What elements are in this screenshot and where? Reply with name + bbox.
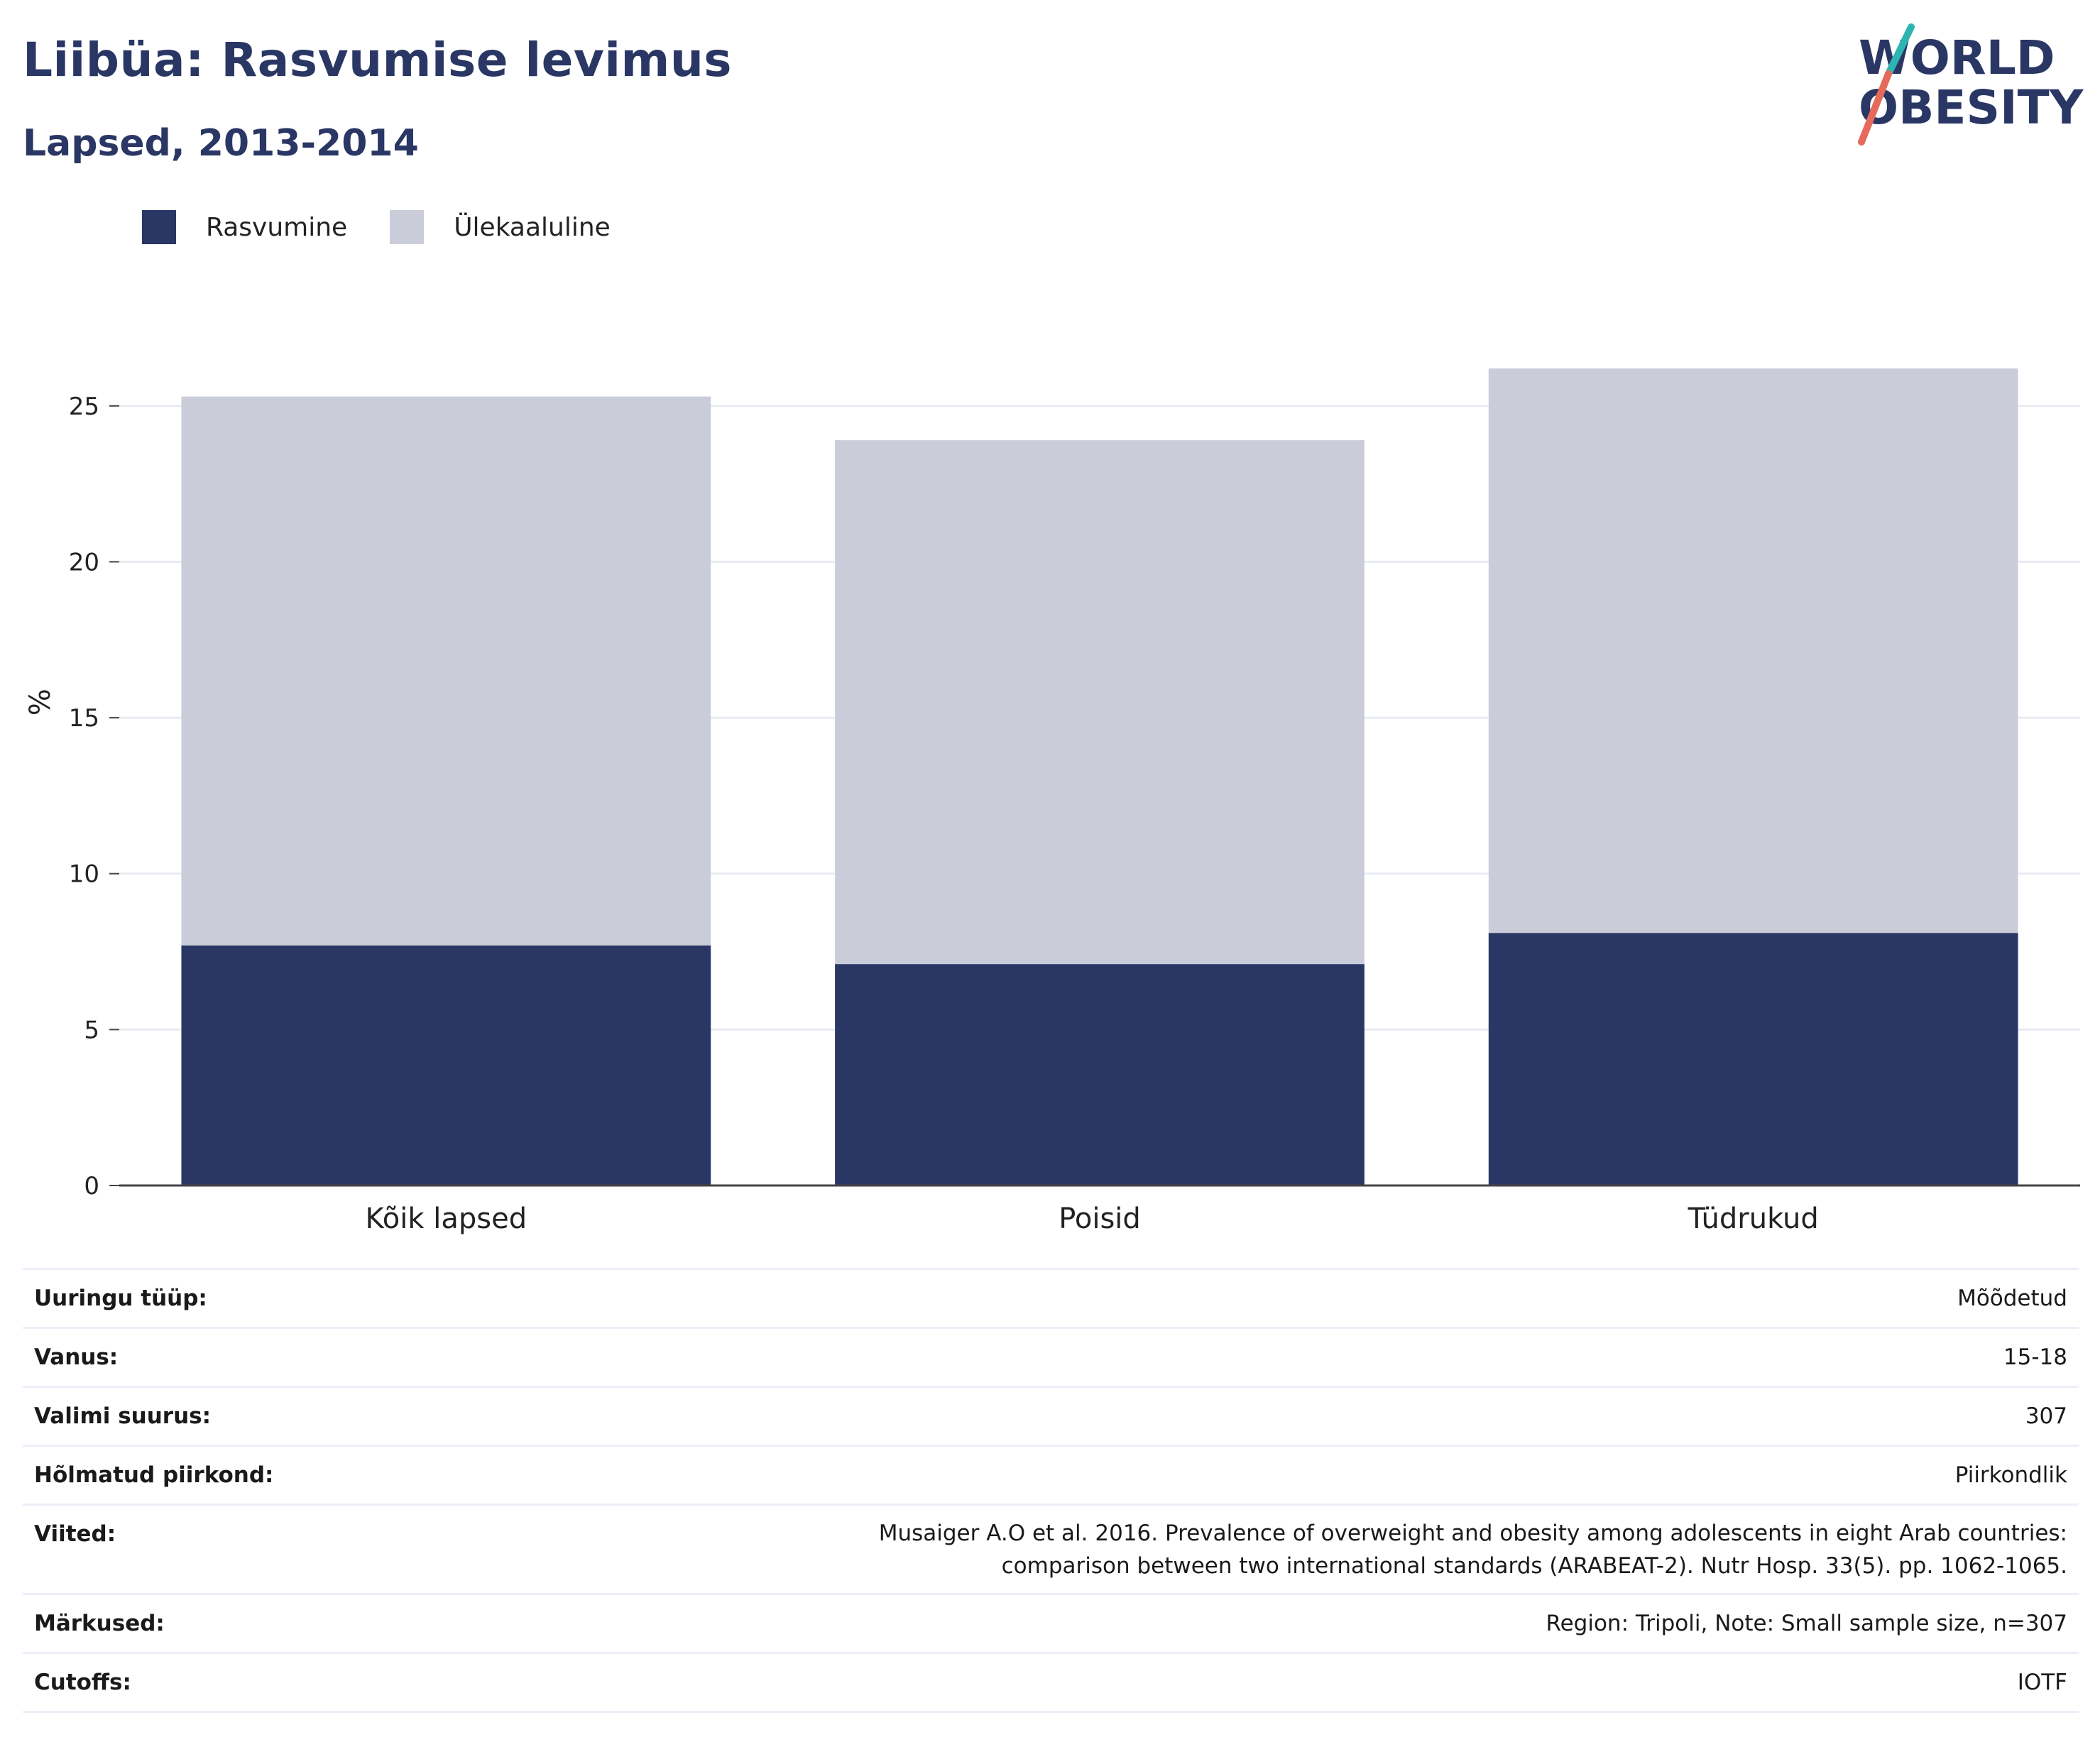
x-tick-label: Kõik lapsed [366, 1203, 527, 1235]
stacked-bar-chart: 0 5 10 15 20 25% Kõik lapsed Poisid Tüdrukud [24, 368, 2080, 1235]
info-row-cutoffs: Cutoffs: IOTF [23, 1652, 2079, 1713]
legend-label-overweight: Ülekaaluline [454, 212, 611, 242]
info-row-age: Vanus: 15-18 [23, 1327, 2079, 1387]
info-key: Hõlmatud piirkond: [23, 1445, 285, 1505]
bar-obesity-2 [1488, 933, 2018, 1185]
world-obesity-logo: WORLD OBESITY [1858, 23, 2084, 146]
bar-obesity-0 [181, 945, 711, 1185]
info-value: Mõõdetud [285, 1268, 2079, 1328]
bar-overweight-2 [1488, 368, 2018, 933]
legend-swatch-overweight [390, 210, 425, 244]
chart-legend: Rasvumine Ülekaaluline [142, 210, 653, 244]
info-value: 307 [285, 1386, 2079, 1446]
info-row-survey-type: Uuringu tüüp: Mõõdetud [23, 1268, 2079, 1328]
info-key: Viited: [23, 1504, 285, 1594]
info-value: IOTF [285, 1652, 2079, 1713]
legend-swatch-obesity [142, 210, 176, 244]
svg-text:OBESITY: OBESITY [1859, 80, 2084, 135]
info-key: Vanus: [23, 1327, 285, 1387]
y-axis-label: % [24, 689, 57, 716]
y-tick-label: 20 [69, 548, 99, 576]
y-tick-label: 25 [69, 393, 99, 421]
info-key: Cutoffs: [23, 1652, 285, 1713]
bar-overweight-1 [835, 440, 1365, 965]
info-row-coverage: Hõlmatud piirkond: Piirkondlik [23, 1445, 2079, 1505]
info-row-references: Viited: Musaiger A.O et al. 2016. Preval… [23, 1504, 2079, 1594]
info-value: Musaiger A.O et al. 2016. Prevalence of … [285, 1504, 2079, 1594]
x-tick-label: Tüdrukud [1688, 1203, 1819, 1235]
legend-item-obesity[interactable]: Rasvumine [142, 210, 347, 244]
info-row-notes: Märkused: Region: Tripoli, Note: Small s… [23, 1593, 2079, 1653]
info-key: Uuringu tüüp: [23, 1268, 285, 1328]
chart-title: Liibüa: Rasvumise levimus [23, 33, 733, 87]
info-value: Piirkondlik [285, 1445, 2079, 1505]
bar-overweight-0 [181, 396, 711, 946]
info-key: Valimi suurus: [23, 1386, 285, 1446]
bar-obesity-1 [835, 964, 1365, 1185]
y-tick-label: 10 [69, 860, 99, 889]
y-tick-label: 15 [69, 704, 99, 733]
info-value: 15-18 [285, 1327, 2079, 1387]
y-tick-label: 5 [84, 1016, 99, 1044]
legend-item-overweight[interactable]: Ülekaaluline [390, 210, 611, 244]
info-key: Märkused: [23, 1593, 285, 1653]
chart-subtitle: Lapsed, 2013-2014 [23, 122, 419, 165]
legend-label-obesity: Rasvumine [206, 212, 348, 242]
y-tick-label: 0 [84, 1172, 99, 1200]
study-info-table: Uuringu tüüp: Mõõdetud Vanus: 15-18 Vali… [23, 1268, 2079, 1713]
info-value: Region: Tripoli, Note: Small sample size… [285, 1593, 2079, 1653]
x-tick-label: Poisid [1059, 1203, 1141, 1235]
info-row-sample-size: Valimi suurus: 307 [23, 1386, 2079, 1446]
